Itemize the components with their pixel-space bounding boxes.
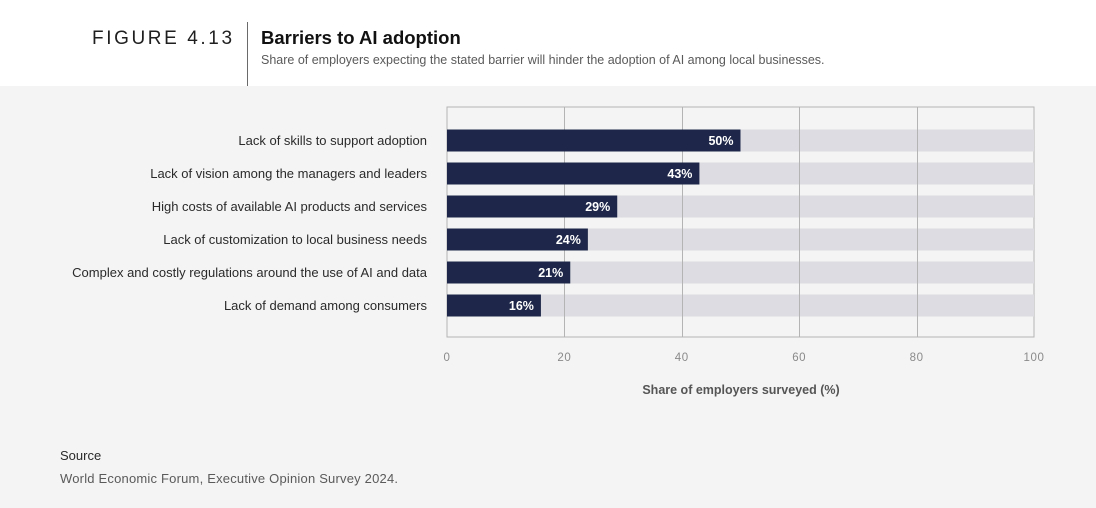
source-text: World Economic Forum, Executive Opinion …	[60, 471, 399, 486]
value-label: 21%	[538, 266, 563, 280]
bar	[447, 195, 618, 218]
x-tick-label: 20	[557, 352, 571, 364]
bar	[447, 162, 700, 185]
x-tick-label: 100	[1024, 352, 1045, 364]
x-tick-label: 40	[675, 352, 689, 364]
x-tick-label: 0	[444, 352, 451, 364]
bar-track	[447, 294, 1034, 317]
header-divider	[247, 22, 248, 86]
figure-number: FIGURE 4.13	[92, 28, 235, 49]
plot-border	[446, 106, 1035, 338]
value-label: 24%	[556, 233, 581, 247]
bar-track	[447, 261, 1034, 284]
bar	[447, 228, 588, 251]
value-label: 16%	[509, 299, 534, 313]
value-labels: 50% 43% 29% 24% 21% 16%	[509, 134, 734, 313]
category-label: Lack of customization to local business …	[163, 232, 427, 247]
bar	[447, 129, 741, 152]
source-heading: Source	[60, 448, 102, 463]
plot-frame	[446, 106, 1035, 338]
bars	[447, 129, 741, 317]
category-label: High costs of available AI products and …	[152, 199, 428, 214]
bar	[447, 261, 571, 284]
category-label: Complex and costly regulations around th…	[72, 265, 428, 280]
category-label: Lack of vision among the managers and le…	[150, 166, 427, 181]
figure-header: FIGURE 4.13 Barriers to AI adoption Shar…	[0, 0, 1096, 86]
category-label: Lack of demand among consumers	[224, 298, 428, 313]
x-tick-labels: 0 20 40 60 80 100	[444, 352, 1045, 364]
value-label: 50%	[708, 134, 733, 148]
x-tick-label: 80	[910, 352, 924, 364]
bar-track	[447, 228, 1034, 251]
chart-subtitle: Share of employers expecting the stated …	[261, 53, 825, 67]
bar-tracks	[447, 129, 1034, 317]
category-label: Lack of skills to support adoption	[238, 133, 427, 148]
value-label: 43%	[667, 167, 692, 181]
chart-title: Barriers to AI adoption	[261, 27, 461, 48]
x-axis-title: Share of employers surveyed (%)	[642, 383, 839, 397]
value-label: 29%	[585, 200, 610, 214]
x-tick-label: 60	[792, 352, 806, 364]
bar	[447, 294, 541, 317]
category-labels: Lack of skills to support adoption Lack o…	[72, 133, 428, 313]
